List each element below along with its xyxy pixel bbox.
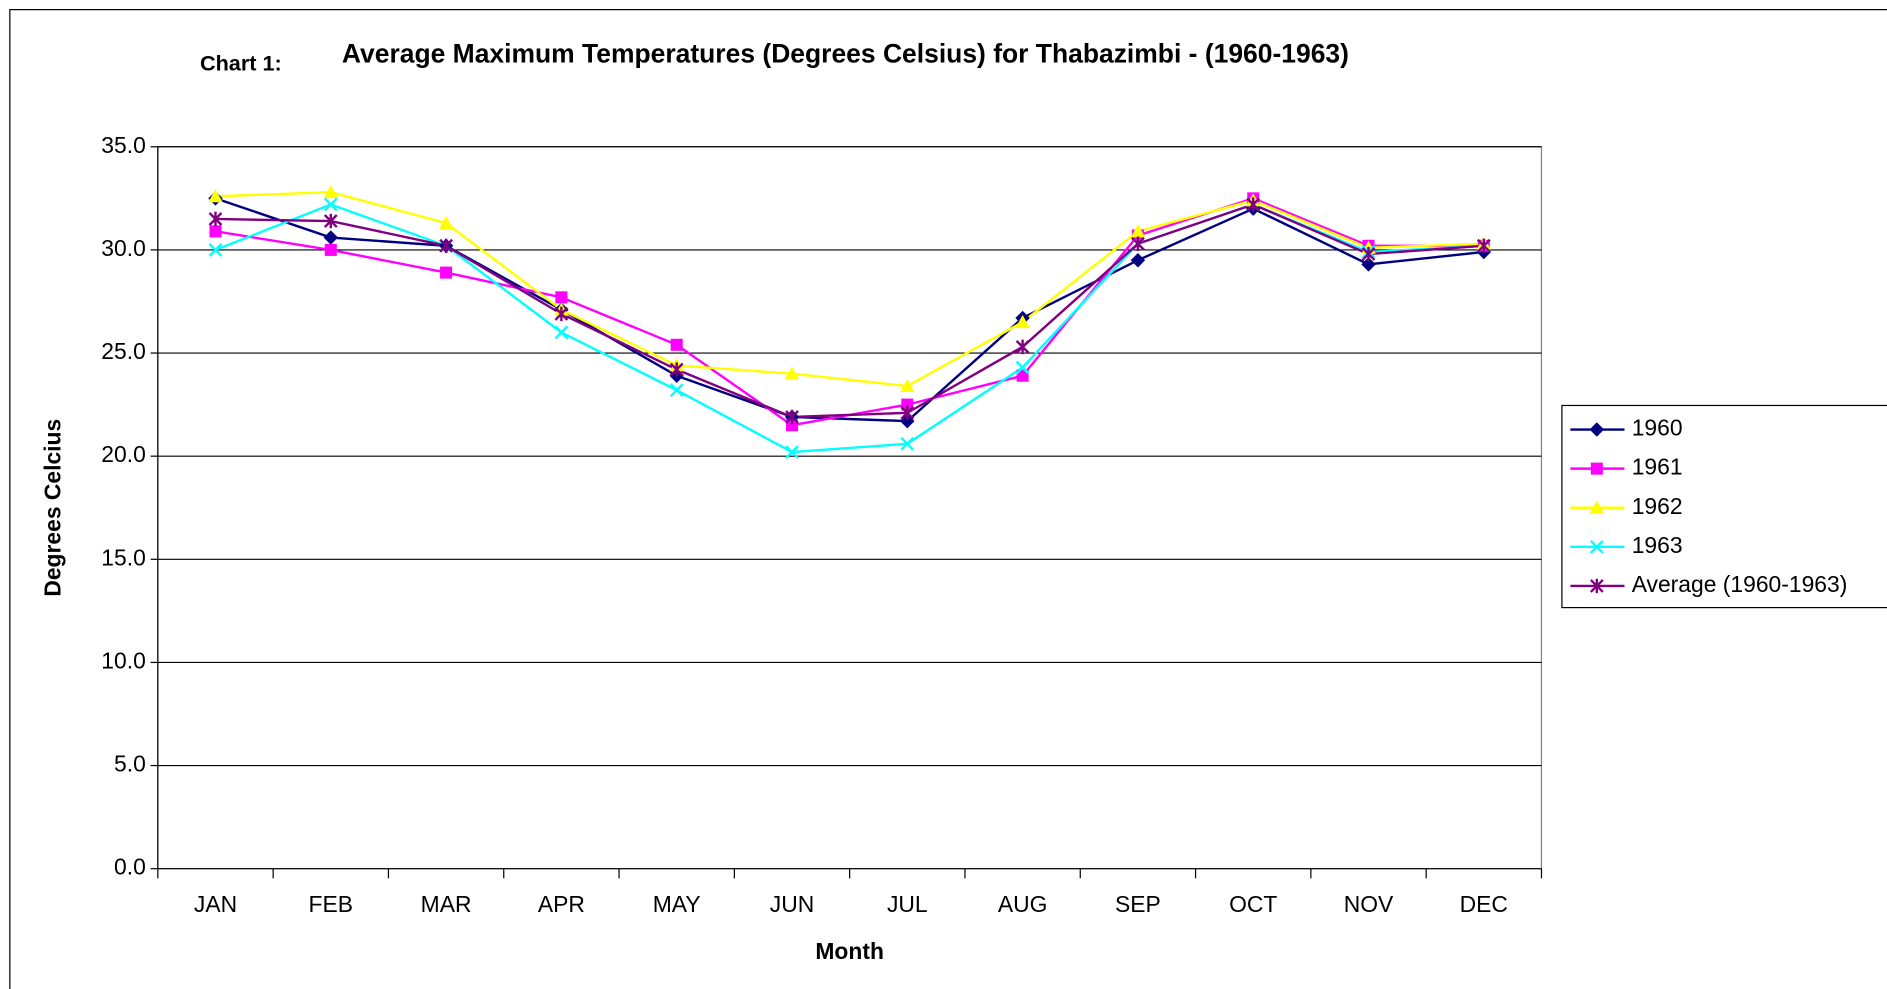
data-point xyxy=(323,230,339,245)
y-tick-label: 20.0 xyxy=(101,441,145,467)
legend-marker xyxy=(1589,422,1605,437)
data-point xyxy=(554,325,569,340)
x-tick-label: MAR xyxy=(421,891,472,917)
chart-border xyxy=(9,9,1887,989)
x-tick-label: MAY xyxy=(653,891,701,917)
y-tick-label: 10.0 xyxy=(101,647,145,673)
data-point xyxy=(439,238,453,254)
x-tick-label: JUL xyxy=(887,891,928,917)
legend-label: 1963 xyxy=(1632,532,1683,558)
data-point xyxy=(1131,236,1145,251)
data-point xyxy=(209,225,222,238)
data-point xyxy=(323,197,338,212)
y-tick-label: 15.0 xyxy=(101,544,145,570)
plot-area xyxy=(157,146,1543,870)
legend-label: 1962 xyxy=(1632,493,1683,519)
x-tick-label: NOV xyxy=(1344,891,1394,917)
data-point xyxy=(208,189,223,203)
chart-title: Average Maximum Temperatures (Degrees Ce… xyxy=(342,38,1349,68)
legend-marker xyxy=(1589,539,1604,554)
data-point xyxy=(900,378,915,393)
data-point xyxy=(900,405,915,421)
data-point xyxy=(1015,360,1030,375)
x-tick-label: OCT xyxy=(1229,891,1277,917)
x-tick-label: JUN xyxy=(770,891,814,917)
data-point xyxy=(208,211,223,227)
data-point xyxy=(554,306,569,322)
data-point xyxy=(1246,197,1261,212)
x-tick-label: FEB xyxy=(309,891,353,917)
y-tick-label: 35.0 xyxy=(101,132,145,158)
data-point xyxy=(670,338,683,351)
y-tick-label: 25.0 xyxy=(101,338,145,364)
data-point xyxy=(900,436,915,451)
data-point xyxy=(1361,257,1376,272)
y-axis-label: Degrees Celcius xyxy=(39,419,65,597)
data-point xyxy=(669,383,684,398)
data-point xyxy=(324,243,337,256)
data-point xyxy=(901,398,914,411)
x-tick-label: AUG xyxy=(998,891,1048,917)
series-line xyxy=(215,190,1484,388)
data-point xyxy=(1016,369,1029,382)
y-tick-label: 5.0 xyxy=(114,751,146,777)
series-line xyxy=(215,197,1484,423)
x-tick-label: APR xyxy=(538,891,585,917)
x-tick-label: SEP xyxy=(1115,891,1161,917)
legend-label: 1960 xyxy=(1632,415,1683,441)
legend-marker xyxy=(1589,578,1604,594)
data-point xyxy=(323,213,338,229)
data-point xyxy=(669,362,684,377)
data-point xyxy=(208,243,223,257)
data-point xyxy=(785,445,799,459)
data-point xyxy=(438,215,454,230)
data-point xyxy=(555,291,568,304)
legend-label: Average (1960-1963) xyxy=(1632,571,1848,597)
data-point xyxy=(440,266,453,279)
data-point xyxy=(323,184,339,199)
legend-marker xyxy=(1589,500,1605,514)
y-tick-label: 30.0 xyxy=(101,235,145,261)
data-point xyxy=(1130,253,1146,268)
chart-title-prefix: Chart 1: xyxy=(200,51,282,76)
data-point xyxy=(1476,238,1491,254)
x-axis-label: Month xyxy=(815,938,884,964)
data-point xyxy=(784,366,800,380)
data-point xyxy=(785,419,799,432)
data-point xyxy=(1015,314,1030,329)
data-point xyxy=(1130,224,1146,238)
legend-marker xyxy=(1590,462,1603,475)
x-tick-label: JAN xyxy=(194,891,237,917)
data-point xyxy=(1361,246,1376,262)
y-tick-label: 0.0 xyxy=(114,854,146,880)
series-line xyxy=(215,203,1484,419)
data-point xyxy=(785,409,799,425)
x-tick-label: DEC xyxy=(1460,891,1508,917)
legend-label: 1961 xyxy=(1632,454,1683,480)
data-point xyxy=(1015,339,1030,355)
